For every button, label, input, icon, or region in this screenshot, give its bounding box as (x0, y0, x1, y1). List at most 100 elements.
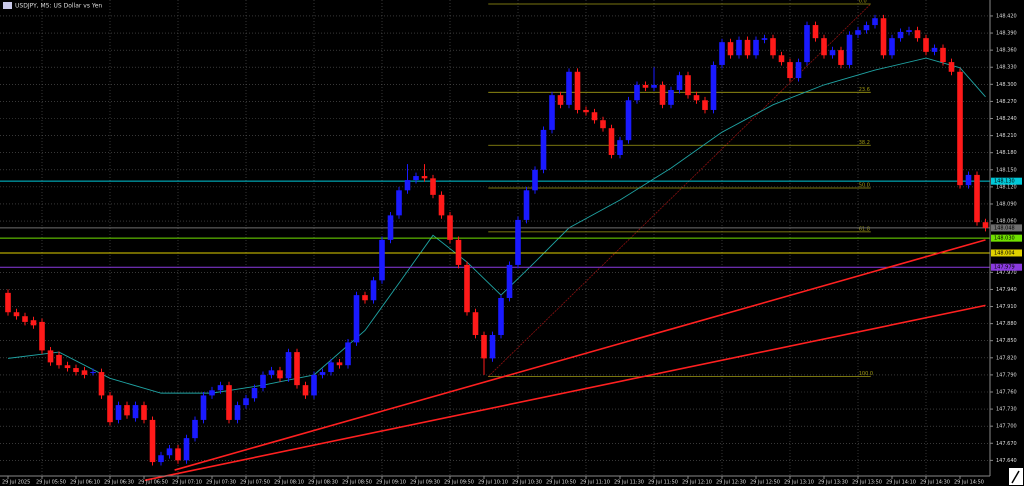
candle-body (923, 38, 929, 52)
candle-body (498, 297, 504, 336)
candle-body (328, 362, 334, 373)
price-level-box (991, 249, 1022, 257)
candle-body (600, 120, 606, 129)
x-tick-label: 29 Jul 12:30 (716, 480, 746, 486)
candle-body (22, 316, 28, 322)
x-tick-label: 29 Jul 06:30 (104, 480, 134, 486)
y-tick-label: 147.910 (996, 304, 1017, 310)
candle-body (132, 405, 139, 419)
y-tick-label: 147.790 (996, 372, 1017, 378)
price-level-box (991, 234, 1022, 242)
x-tick-label: 29 Jul 07:10 (172, 480, 202, 486)
candle-body (668, 90, 674, 105)
candle-body (73, 368, 79, 373)
candle-body (149, 419, 156, 463)
candle-body (81, 370, 88, 375)
candle-body (838, 50, 844, 65)
candle-body (914, 30, 921, 39)
y-tick-label: 148.180 (996, 150, 1017, 156)
candle-body (566, 71, 572, 105)
candle-body (481, 335, 487, 359)
candle-body (634, 84, 640, 101)
candle-body (625, 100, 632, 141)
candle-body (795, 62, 802, 79)
candle-body (557, 95, 564, 105)
y-tick-label: 147.850 (996, 338, 1017, 344)
candle-body (974, 174, 980, 223)
x-tick-label: 29 Jul 13:10 (784, 480, 814, 486)
candle-body (591, 112, 598, 121)
candle-body (676, 75, 683, 91)
plot: 0.0 23.6 38.2 50.0 61.8 100.0 (0, 0, 990, 482)
candle-body (778, 55, 785, 63)
candle-body (472, 312, 479, 336)
price-level-label: 148.048 (994, 225, 1015, 231)
candle-body (574, 71, 581, 110)
candle-body (336, 362, 343, 366)
y-tick-label: 148.150 (996, 167, 1017, 173)
candle-body (39, 321, 45, 351)
candle-body (812, 25, 819, 39)
x-tick-label: 29 Jul 11:10 (580, 480, 610, 486)
x-tick-label: 29 Jul 09:50 (444, 480, 474, 486)
fib-label: 23.6 (859, 87, 870, 93)
candle-body (685, 75, 691, 96)
fib-diagonal (487, 3, 872, 377)
candle-body (906, 30, 912, 32)
candle-body (948, 62, 955, 72)
x-tick-label: 29 Jul 2025 (2, 480, 30, 486)
candle-body (710, 64, 717, 110)
fib-label: 50.0 (859, 183, 870, 189)
candle-body (549, 95, 555, 130)
candle-body (659, 84, 666, 105)
candle-body (5, 292, 11, 313)
y-tick-label: 147.640 (996, 458, 1017, 464)
candle-body (855, 30, 861, 35)
fib-label: 100.0 (859, 371, 873, 377)
x-tick-label: 29 Jul 10:30 (512, 480, 542, 486)
candle-body (889, 38, 895, 56)
x-tick-label: 29 Jul 14:50 (954, 480, 984, 486)
x-tick-label: 29 Jul 13:30 (818, 480, 848, 486)
candle-body (540, 129, 547, 170)
candle-body (693, 95, 700, 101)
candle-body (200, 395, 207, 420)
candle-body (982, 222, 989, 228)
y-tick-label: 147.760 (996, 389, 1017, 395)
y-tick-label: 148.390 (996, 31, 1017, 37)
fib-label: 61.8 (859, 226, 870, 232)
candle-body (464, 264, 470, 313)
y-tick-label: 148.120 (996, 184, 1017, 190)
y-tick-label: 147.670 (996, 441, 1017, 447)
price-level-label: 148.130 (994, 179, 1015, 185)
candle-body (957, 71, 963, 186)
x-tick-label: 29 Jul 09:10 (376, 480, 406, 486)
candle-body (268, 370, 275, 375)
candle-body (90, 372, 96, 374)
candle-body (64, 365, 71, 369)
x-tick-label: 29 Jul 08:50 (342, 480, 372, 486)
candle-body (277, 370, 283, 379)
y-tick-label: 148.300 (996, 82, 1017, 88)
candle-body (294, 352, 300, 386)
candle-body (846, 34, 853, 65)
candle-body (166, 448, 173, 456)
candle-body (880, 18, 887, 56)
candle-body (285, 352, 292, 379)
x-tick-label: 29 Jul 08:30 (308, 480, 338, 486)
price-level-label: 148.004 (994, 250, 1015, 256)
candle-body (47, 350, 54, 363)
price-level-label: 147.979 (994, 265, 1015, 271)
candle-body (770, 38, 776, 56)
trend-line (174, 239, 986, 471)
candle-body (370, 280, 377, 301)
candle-body (175, 448, 181, 461)
x-tick-label: 29 Jul 14:30 (920, 480, 950, 486)
candle-body (736, 39, 742, 56)
x-tick-label: 29 Jul 12:10 (682, 480, 712, 486)
candle-body (897, 31, 904, 39)
x-tick-label: 29 Jul 10:10 (478, 480, 508, 486)
x-tick-label: 29 Jul 06:10 (70, 480, 100, 486)
x-tick-label: 29 Jul 07:50 (240, 480, 270, 486)
